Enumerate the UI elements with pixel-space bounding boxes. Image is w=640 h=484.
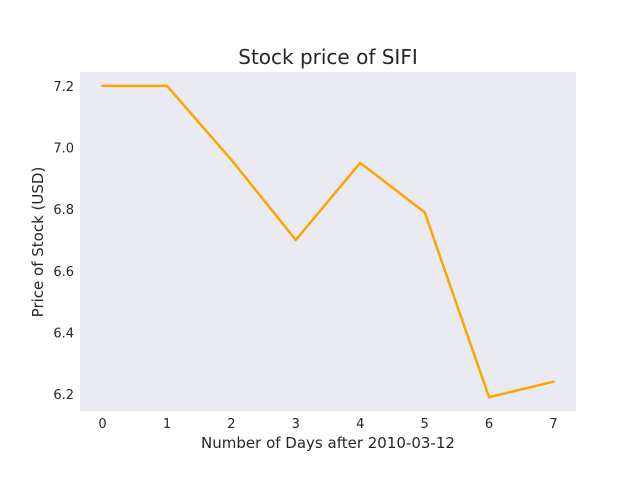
y-tick-label: 6.4 (53, 326, 74, 341)
data-point (165, 84, 169, 88)
data-point (552, 380, 555, 383)
y-tick-label: 6.2 (53, 388, 74, 403)
x-tick-label: 3 (292, 417, 300, 432)
series-line (101, 84, 555, 399)
data-point (487, 395, 491, 399)
y-tick-label: 7.2 (53, 80, 74, 95)
x-axis-ticks: 0 1 2 3 4 5 6 7 (98, 417, 557, 432)
data-point (423, 211, 426, 214)
x-axis-label: Number of Days after 2010-03-12 (201, 434, 455, 452)
data-point (101, 84, 104, 88)
y-tick-label: 6.8 (53, 203, 74, 218)
data-point (359, 161, 362, 165)
y-axis-label: Price of Stock (USD) (29, 167, 47, 318)
y-tick-label: 6.6 (53, 265, 74, 280)
x-tick-label: 0 (98, 417, 106, 432)
x-tick-label: 5 (420, 417, 428, 432)
data-point (294, 238, 297, 242)
x-tick-label: 2 (227, 417, 235, 432)
y-axis-ticks: 6.2 6.4 6.6 6.8 7.0 7.2 (53, 80, 74, 403)
data-point (230, 158, 233, 162)
series-layer (101, 84, 555, 399)
x-tick-label: 6 (485, 417, 493, 432)
y-tick-label: 7.0 (53, 142, 74, 157)
x-tick-label: 7 (549, 417, 557, 432)
chart-title: Stock price of SIFI (238, 45, 417, 69)
x-tick-label: 1 (163, 417, 171, 432)
x-tick-label: 4 (356, 417, 364, 432)
plot-area (80, 72, 576, 411)
